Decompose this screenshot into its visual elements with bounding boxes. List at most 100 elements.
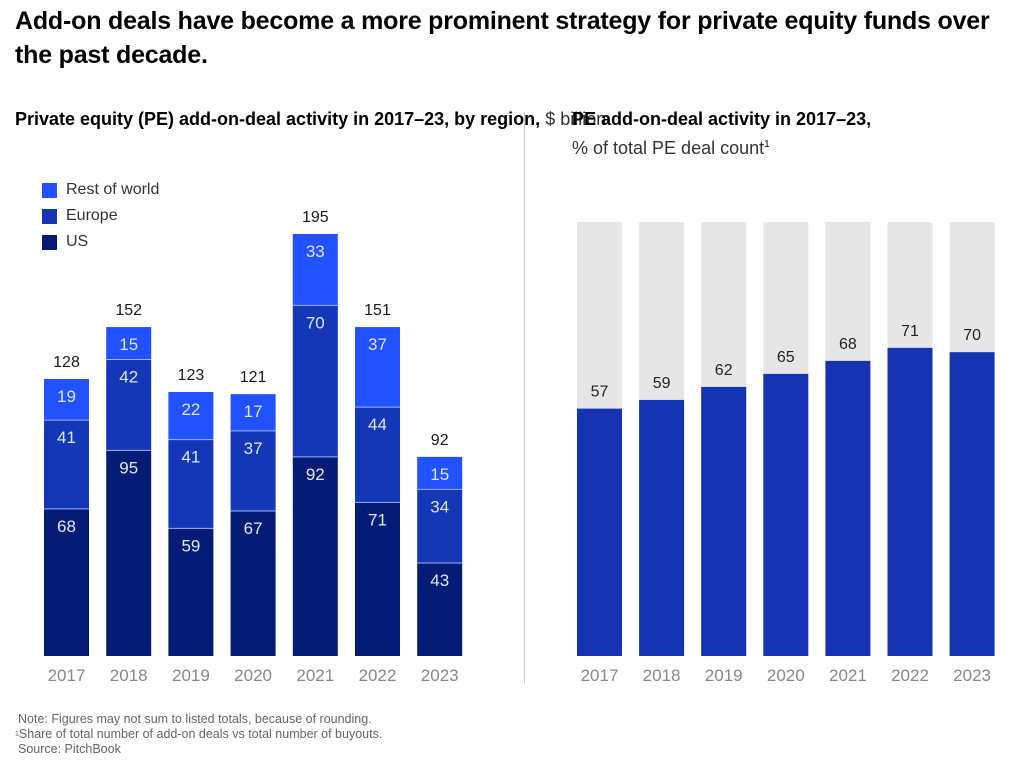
bar-segment-rest-of-world [355, 327, 400, 408]
segment-label: 37 [368, 335, 387, 354]
total-label: 128 [53, 354, 80, 371]
x-tick-label: 2017 [48, 666, 86, 685]
share-bar [577, 408, 622, 656]
legend-label: Europe [66, 207, 118, 224]
x-tick-label: 2021 [829, 666, 867, 685]
segment-label: 34 [430, 497, 449, 516]
share-label: 70 [963, 327, 981, 344]
chart-divider [524, 112, 525, 684]
bar-segment-europe [44, 420, 89, 509]
segment-label: 17 [244, 402, 263, 421]
bar-segment-rest-of-world [106, 327, 152, 360]
legend-item-europe: Europe [42, 203, 159, 229]
segment-label: 42 [119, 368, 138, 387]
source: Source: PitchBook [18, 742, 121, 756]
x-tick-label: 2019 [172, 666, 210, 685]
bar-segment-europe [230, 430, 276, 512]
right-chart-unit: % of total PE deal count [572, 138, 765, 158]
x-tick-label: 2020 [234, 666, 272, 685]
page-title: Add-on deals have become a more prominen… [15, 7, 990, 69]
legend: Rest of world Europe US [42, 177, 159, 255]
segment-label: 19 [57, 387, 76, 406]
total-label: 152 [115, 302, 142, 319]
right-chart-title: PE add-on-deal activity in 2017–23, % of… [572, 106, 992, 161]
legend-item-us: US [42, 229, 159, 255]
segment-label: 41 [57, 428, 76, 447]
segment-label: 92 [306, 465, 325, 484]
share-bar [701, 386, 747, 656]
share-bar [825, 360, 871, 656]
legend-swatch-rest-of-world [42, 182, 57, 198]
segment-label: 95 [119, 458, 138, 477]
total-label: 123 [178, 367, 205, 384]
share-label: 65 [777, 349, 795, 366]
bar-segment-europe [417, 489, 463, 563]
bar-segment-europe [292, 305, 338, 457]
right-chart-title-bold: PE add-on-deal activity in 2017–23, [572, 109, 872, 129]
bar-segment-rest-of-world [44, 378, 89, 421]
share-label: 57 [591, 384, 609, 401]
legend-item-rest-of-world: Rest of world [42, 177, 159, 203]
segment-label: 68 [57, 517, 76, 536]
right-chart-footnote-mark: 1 [764, 139, 770, 150]
bar-segment-us [106, 450, 152, 656]
share-bar [639, 399, 685, 656]
share-label: 62 [715, 362, 733, 379]
bar-segment-us [44, 508, 89, 656]
segment-label: 33 [306, 242, 325, 261]
share-label: 59 [653, 375, 671, 392]
footnote-text: Share of total number of add-on deals vs… [18, 727, 383, 741]
x-tick-label: 2022 [359, 666, 397, 685]
share-bar [949, 352, 995, 656]
bar-segment-us [355, 502, 400, 656]
x-tick-label: 2022 [891, 666, 929, 685]
total-label: 121 [240, 369, 267, 386]
bar-segment-us [168, 528, 214, 656]
note-rounding: Note: Figures may not sum to listed tota… [18, 712, 372, 726]
bar-segment-rest-of-world [417, 456, 463, 490]
segment-label: 44 [368, 415, 387, 434]
share-bar [763, 373, 809, 656]
bar-segment-us [230, 511, 276, 656]
total-label: 92 [431, 432, 449, 449]
segment-label: 70 [306, 313, 325, 332]
legend-swatch-europe [42, 208, 57, 224]
share-bar [887, 347, 933, 656]
bar-segment-rest-of-world [230, 394, 276, 431]
segment-label: 41 [181, 448, 200, 467]
segment-label: 37 [244, 439, 263, 458]
bar-segment-us [417, 562, 463, 656]
x-tick-label: 2020 [767, 666, 805, 685]
x-tick-label: 2021 [296, 666, 334, 685]
bar-segment-europe [355, 407, 400, 503]
segment-label: 22 [181, 400, 200, 419]
bar-segment-rest-of-world [168, 391, 214, 440]
bar-segment-rest-of-world [292, 234, 338, 306]
legend-swatch-us [42, 234, 57, 250]
segment-label: 15 [430, 465, 449, 484]
left-chart-title: Private equity (PE) add-on-deal activity… [15, 106, 606, 132]
total-label: 195 [302, 209, 329, 226]
segment-label: 59 [181, 536, 200, 555]
x-tick-label: 2023 [421, 666, 459, 685]
segment-label: 43 [430, 571, 449, 590]
legend-label: US [66, 233, 89, 250]
share-label: 68 [839, 336, 857, 353]
segment-label: 15 [119, 335, 138, 354]
x-tick-label: 2023 [953, 666, 991, 685]
bar-segment-europe [106, 359, 152, 451]
notes: Note: Figures may not sum to listed tota… [15, 712, 382, 757]
footnote-mark: 1 [15, 731, 19, 738]
total-label: 151 [364, 302, 391, 319]
left-chart-title-bold: Private equity (PE) add-on-deal activity… [15, 109, 541, 129]
bar-segment-europe [168, 439, 214, 529]
share-label: 71 [901, 323, 919, 340]
x-tick-label: 2017 [581, 666, 619, 685]
segment-label: 67 [244, 519, 263, 538]
x-tick-label: 2018 [110, 666, 148, 685]
bar-segment-us [292, 456, 338, 656]
segment-label: 71 [368, 510, 387, 529]
left-chart-unit: $ billion [545, 109, 607, 129]
x-tick-label: 2019 [705, 666, 743, 685]
